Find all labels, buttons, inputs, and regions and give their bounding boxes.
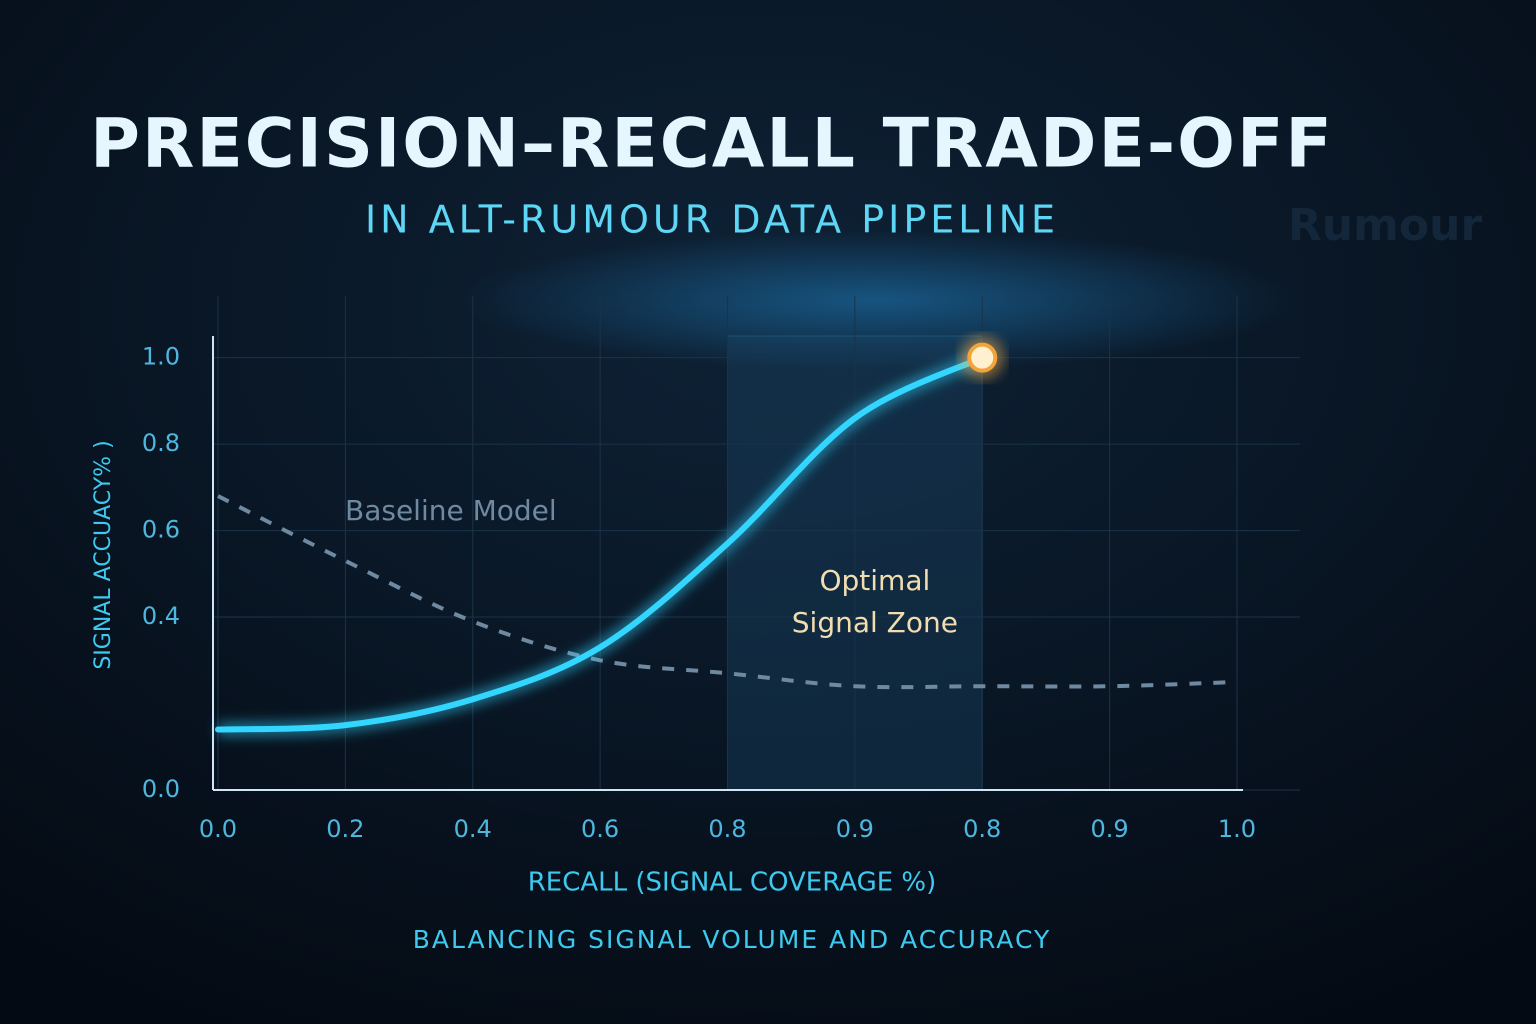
y-tick-label: 0.0 [142,775,180,803]
y-tick-label: 0.6 [142,516,180,544]
x-tick-label: 0.0 [199,815,237,843]
y-tick-label: 0.4 [142,602,180,630]
x-tick-label: 0.4 [454,815,492,843]
watermark: Rumour [1288,200,1483,251]
x-axis-label: RECALL (SIGNAL COVERAGE %) [528,868,937,898]
y-tick-label: 0.8 [142,429,180,457]
x-tick-label: 1.0 [1218,815,1256,843]
legend-label: Baseline Model [345,494,557,527]
chart-subtitle: IN ALT-RUMOUR DATA PIPELINE [365,198,1059,242]
x-tick-label: 0.8 [963,815,1001,843]
zone-label: Optimal [819,564,930,597]
end-point [967,342,998,373]
x-tick-label: 0.9 [836,815,874,843]
zone-label: Signal Zone [792,606,958,639]
x-tick-label: 0.6 [581,815,619,843]
x-tick-label: 0.8 [708,815,746,843]
series-line [215,354,986,733]
y-axis-label: SIGNAL ACCUACY% ) [91,440,116,669]
x-tick-label: 0.9 [1091,815,1129,843]
y-tick-label: 1.0 [142,343,180,371]
x-tick-label: 0.2 [326,815,364,843]
glow [460,230,1300,370]
chart-title: PRECISION–RECALL TRADE-OFF [90,105,1334,184]
series-line [217,494,1238,690]
plot: 1.0 0.8 0.6 0.4 0.0 0.0 0.2 0.4 0.6 0.8 0.9 0.8 0.9 1… [142,296,1300,843]
caption: BALANCING SIGNAL VOLUME AND ACCURACY [413,925,1052,954]
